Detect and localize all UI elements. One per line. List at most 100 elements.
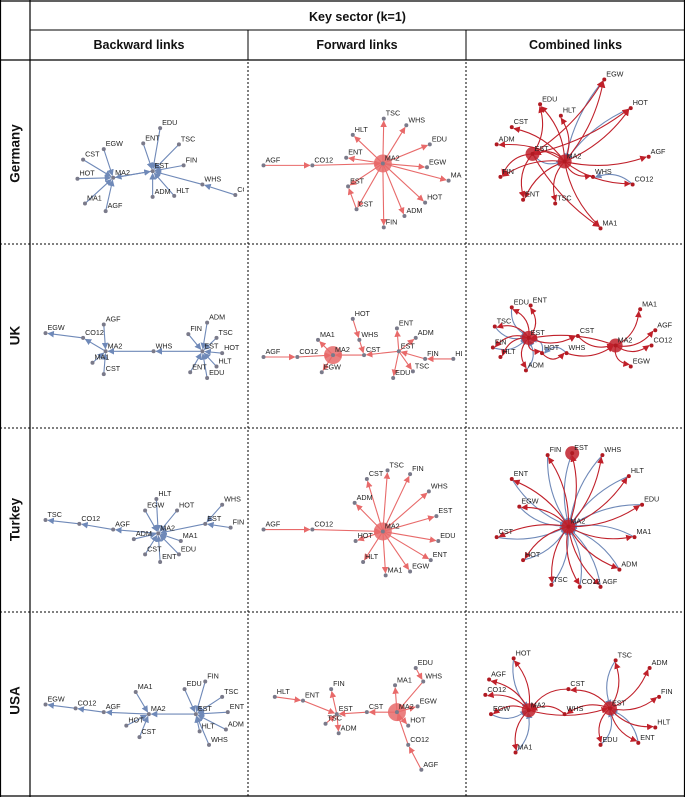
node-label: WHS xyxy=(361,330,378,339)
graph-node xyxy=(319,370,324,375)
graph-edge xyxy=(400,350,426,360)
node-label: ENT xyxy=(514,469,529,478)
graph-node xyxy=(364,476,369,481)
graph-edge xyxy=(77,706,104,713)
graph-germany-combined: MA2 EST EGW EDU HLT HOT CST ADM AGF FIN WHS CO12 ENT… xyxy=(470,64,681,240)
graph-edge xyxy=(159,510,178,532)
node-label: CO12 xyxy=(410,735,429,744)
graph-edge xyxy=(394,330,401,352)
graph-node xyxy=(509,305,514,310)
node-label: HOT xyxy=(179,500,195,509)
graph-node xyxy=(562,712,567,717)
graph-germany-backward: MA2 EGW CST HOT MA1 AGF EST ENT EDU TSC FIN ADM HLT W… xyxy=(34,64,244,240)
graph-edge xyxy=(325,715,336,725)
graph-edge xyxy=(204,348,223,356)
node-label: HLT xyxy=(158,489,172,498)
graph-node xyxy=(124,723,129,728)
graph-node xyxy=(182,687,187,692)
graph-node xyxy=(103,209,108,214)
graph-node xyxy=(158,126,163,131)
graph-edge xyxy=(197,714,227,730)
node-label: HOT xyxy=(355,309,371,318)
node-label: TSC xyxy=(618,650,632,659)
graph-node xyxy=(657,694,662,699)
node-label: MA2 xyxy=(618,336,633,345)
node-label: HOT xyxy=(516,648,532,657)
node-label: WHS xyxy=(408,115,425,124)
graph-node xyxy=(81,335,86,340)
node-label: TSC xyxy=(328,714,342,723)
node-label: AGF xyxy=(106,315,121,324)
node-label: MA2 xyxy=(335,345,350,354)
node-label: AGF xyxy=(266,520,281,529)
graph-edge xyxy=(150,128,161,170)
graph-node xyxy=(498,355,503,359)
graph-node xyxy=(494,535,499,540)
graph-edge xyxy=(563,79,605,160)
graph-node xyxy=(380,161,385,166)
graph-node xyxy=(626,474,631,479)
node-label: MA2 xyxy=(115,168,130,177)
graph-node xyxy=(310,163,315,168)
graph-edge xyxy=(338,710,367,717)
node-label: EGW xyxy=(633,357,650,366)
graph-node xyxy=(526,335,531,340)
graph-node xyxy=(528,303,533,308)
node-label: ENT xyxy=(230,702,244,711)
graph-node xyxy=(636,740,641,745)
node-label: MA2 xyxy=(385,153,400,162)
node-label: MA1 xyxy=(87,194,102,203)
node-label: TSC xyxy=(219,328,233,337)
graph-edge xyxy=(380,163,387,226)
row-label-usa: USA xyxy=(7,686,23,715)
row-label-germany: Germany xyxy=(7,124,23,183)
node-label: AGF xyxy=(651,147,666,156)
node-label: EDU xyxy=(187,679,202,688)
graph-node xyxy=(553,201,558,206)
graph-node xyxy=(300,698,305,703)
graph-edge xyxy=(513,660,531,711)
graph-node xyxy=(413,335,418,340)
graph-edge xyxy=(159,534,180,555)
graph-node xyxy=(188,370,193,375)
node-label: FIN xyxy=(233,518,244,527)
graph-node xyxy=(558,113,563,118)
graph-edge xyxy=(154,170,203,185)
node-label: ENT xyxy=(399,318,414,327)
graph-node xyxy=(404,123,409,128)
node-label: AGF xyxy=(106,702,121,711)
graph-edge xyxy=(568,456,604,528)
node-label: EGW xyxy=(48,323,65,332)
graph-node xyxy=(331,353,336,358)
node-label: EDU xyxy=(432,134,447,143)
graph-node xyxy=(613,658,618,663)
graph-edge xyxy=(47,330,84,339)
graph-node xyxy=(638,307,643,312)
node-label: EDU xyxy=(440,531,455,540)
node-label: HLT xyxy=(631,466,645,475)
graph-node xyxy=(653,328,658,333)
graph-node xyxy=(426,489,431,494)
node-label: EDU xyxy=(209,368,224,377)
node-label: MA1 xyxy=(518,743,533,752)
node-label: HLT xyxy=(277,687,291,696)
graph-node xyxy=(81,157,86,162)
node-label: WHS xyxy=(425,671,442,680)
graph-edge xyxy=(382,163,405,215)
header-group-title: Key sector (k=1) xyxy=(309,10,406,24)
node-label: AGF xyxy=(423,760,438,769)
node-label: CST xyxy=(359,199,374,208)
graph-node xyxy=(598,742,603,747)
graph-node xyxy=(446,178,451,183)
graph-edge xyxy=(47,517,80,525)
network-svg: MA2 EST EGW EDU HLT HOT CST ADM AGF FIN WHS CO12 ENT… xyxy=(494,69,666,231)
graph-edge xyxy=(204,183,236,196)
node-label: MA1 xyxy=(603,218,618,227)
graph-node xyxy=(156,531,161,536)
graph-node xyxy=(101,710,106,715)
graph-node xyxy=(197,729,202,734)
node-label: TSC xyxy=(553,575,567,584)
graph-node xyxy=(223,727,228,732)
node-label: MA1 xyxy=(397,675,412,684)
